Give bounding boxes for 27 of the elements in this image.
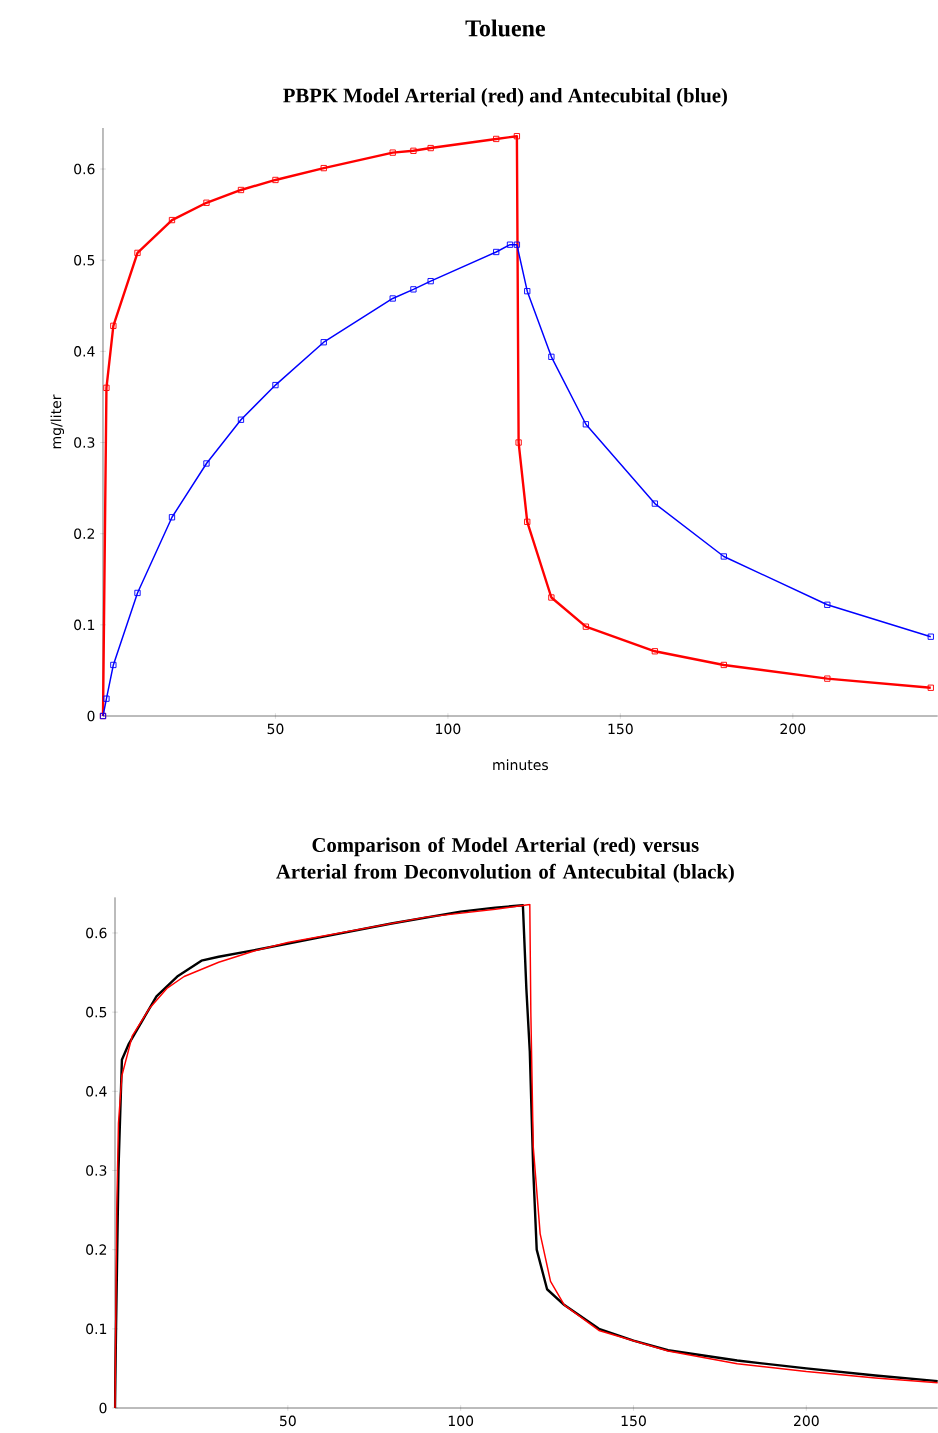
x-tick-label: 200 (793, 1415, 819, 1427)
y-tick-label: 0.6 (86, 927, 107, 939)
x-tick-label: 150 (621, 1415, 646, 1427)
y-tick-label: 0.4 (74, 346, 95, 357)
y-tick-label: 0.2 (74, 528, 95, 539)
x-axis-title: minutes (493, 759, 548, 771)
x-tick-label: 50 (267, 723, 284, 735)
x-tick-label: 100 (448, 1415, 474, 1427)
y-tick-label: 0.1 (86, 1323, 107, 1335)
y-tick-label: 0.3 (74, 437, 95, 448)
y-tick-label: 0.2 (86, 1244, 107, 1255)
y-tick-label: 0.3 (86, 1165, 107, 1176)
chart-title: Comparison of Model Arterial (red) versus Arterial from Deconvolution of Antecubital (black) (276, 837, 734, 883)
y-tick-label: 0.4 (86, 1086, 107, 1097)
y-tick-label: 0 (99, 1402, 107, 1414)
x-tick-label: 150 (608, 723, 633, 735)
y-tick-label: 0.5 (74, 254, 95, 266)
y-tick-label: 0.1 (74, 619, 95, 631)
chart-title: Toluene (465, 19, 545, 37)
x-tick-label: 100 (436, 723, 461, 735)
y-tick-label: 0.5 (86, 1006, 107, 1018)
chart-subtitle: PBPK Model Arterial (red) and Antecubital (blue) (283, 87, 727, 107)
y-tick-label: 0.6 (74, 163, 95, 175)
x-tick-label: 50 (280, 1415, 296, 1427)
x-tick-label: 200 (780, 723, 806, 735)
y-axis-title: mg/liter (50, 394, 65, 449)
y-tick-label: 0 (87, 710, 95, 722)
